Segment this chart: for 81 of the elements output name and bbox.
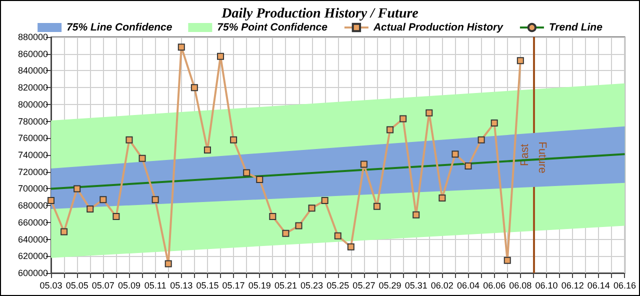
x-tick-label: 06.02: [430, 280, 454, 290]
point: [490, 119, 498, 126]
y-tick-label: 700000: [18, 184, 48, 194]
point: [60, 228, 68, 236]
point: [360, 160, 368, 168]
x-tick-label: 06.06: [483, 280, 506, 290]
point: [464, 162, 472, 170]
point: [308, 204, 316, 212]
point: [190, 84, 198, 92]
y-tick-label: 620000: [18, 251, 48, 262]
y-tick-label: 760000: [18, 133, 48, 144]
point: [164, 260, 172, 268]
point: [373, 202, 380, 210]
y-tick-label: 840000: [18, 66, 48, 76]
point: [516, 57, 524, 64]
point: [86, 205, 94, 212]
x-tick-label: 05.31: [404, 280, 428, 290]
point: [282, 230, 290, 237]
x-tick-label: 05.29: [378, 280, 402, 290]
point: [438, 194, 446, 202]
y-tick-label: 680000: [18, 200, 48, 211]
y-tick-label: 880000: [18, 32, 48, 42]
x-tick-label: 05.13: [170, 280, 193, 290]
x-tick-label: 05.15: [196, 280, 219, 290]
y-tick-label: 660000: [18, 217, 48, 228]
x-tick-label: 05.25: [326, 280, 350, 290]
legend-label: 75% Point Confidence: [217, 22, 328, 34]
x-tick-label: 06.08: [509, 280, 532, 290]
y-tick-label: 820000: [18, 82, 48, 93]
point: [295, 222, 302, 230]
x-tick-label: 06.14: [587, 280, 610, 290]
point: [178, 44, 185, 51]
x-tick-label: 06.04: [457, 280, 480, 290]
point: [100, 196, 107, 204]
annotation: Future: [536, 142, 548, 174]
x-tick-label: 05.19: [248, 280, 271, 290]
point: [400, 115, 407, 122]
x-tick-label: 05.21: [274, 280, 297, 290]
legend-label: 75% Line Confidence: [66, 22, 172, 34]
point: [217, 52, 224, 60]
point: [269, 213, 276, 220]
y-tick-label: 740000: [18, 150, 48, 160]
point: [334, 232, 342, 240]
point: [321, 197, 328, 204]
point: [112, 213, 120, 220]
x-tick-label: 06.10: [535, 280, 558, 290]
point: [426, 109, 433, 116]
point: [126, 136, 133, 144]
y-tick-label: 720000: [18, 166, 48, 177]
point: [243, 169, 250, 176]
point: [386, 126, 394, 134]
point: [256, 176, 264, 183]
y-tick-label: 780000: [18, 116, 48, 126]
x-tick-label: 05.17: [222, 280, 245, 290]
y-tick-label: 640000: [18, 234, 48, 244]
x-tick-label: 06.16: [613, 280, 636, 290]
x-tick-label: 06.12: [561, 280, 584, 290]
point: [204, 146, 211, 154]
point: [48, 197, 54, 204]
point: [74, 185, 81, 192]
point: [452, 150, 459, 158]
point: [504, 256, 511, 264]
point: [138, 154, 146, 162]
point: [412, 211, 420, 218]
x-tick-label: 05.07: [92, 280, 114, 290]
legend-label: Actual Production History: [372, 22, 504, 34]
x-tick-label: 05.05: [66, 280, 88, 290]
point: [478, 136, 485, 144]
point: [152, 196, 159, 204]
point: [230, 136, 238, 144]
point: [347, 243, 354, 250]
y-tick-label: 860000: [18, 48, 48, 59]
x-tick-label: 05.09: [118, 280, 141, 290]
x-tick-label: 05.03: [40, 280, 62, 290]
x-tick-label: 05.11: [144, 280, 166, 290]
x-tick-label: 05.27: [352, 280, 376, 290]
legend-label: Trend Line: [548, 22, 603, 34]
x-tick-label: 05.23: [300, 280, 324, 290]
y-tick-label: 600000: [18, 268, 48, 278]
y-tick-label: 800000: [18, 99, 48, 110]
chart-title: Daily Production History / Future: [220, 6, 418, 22]
